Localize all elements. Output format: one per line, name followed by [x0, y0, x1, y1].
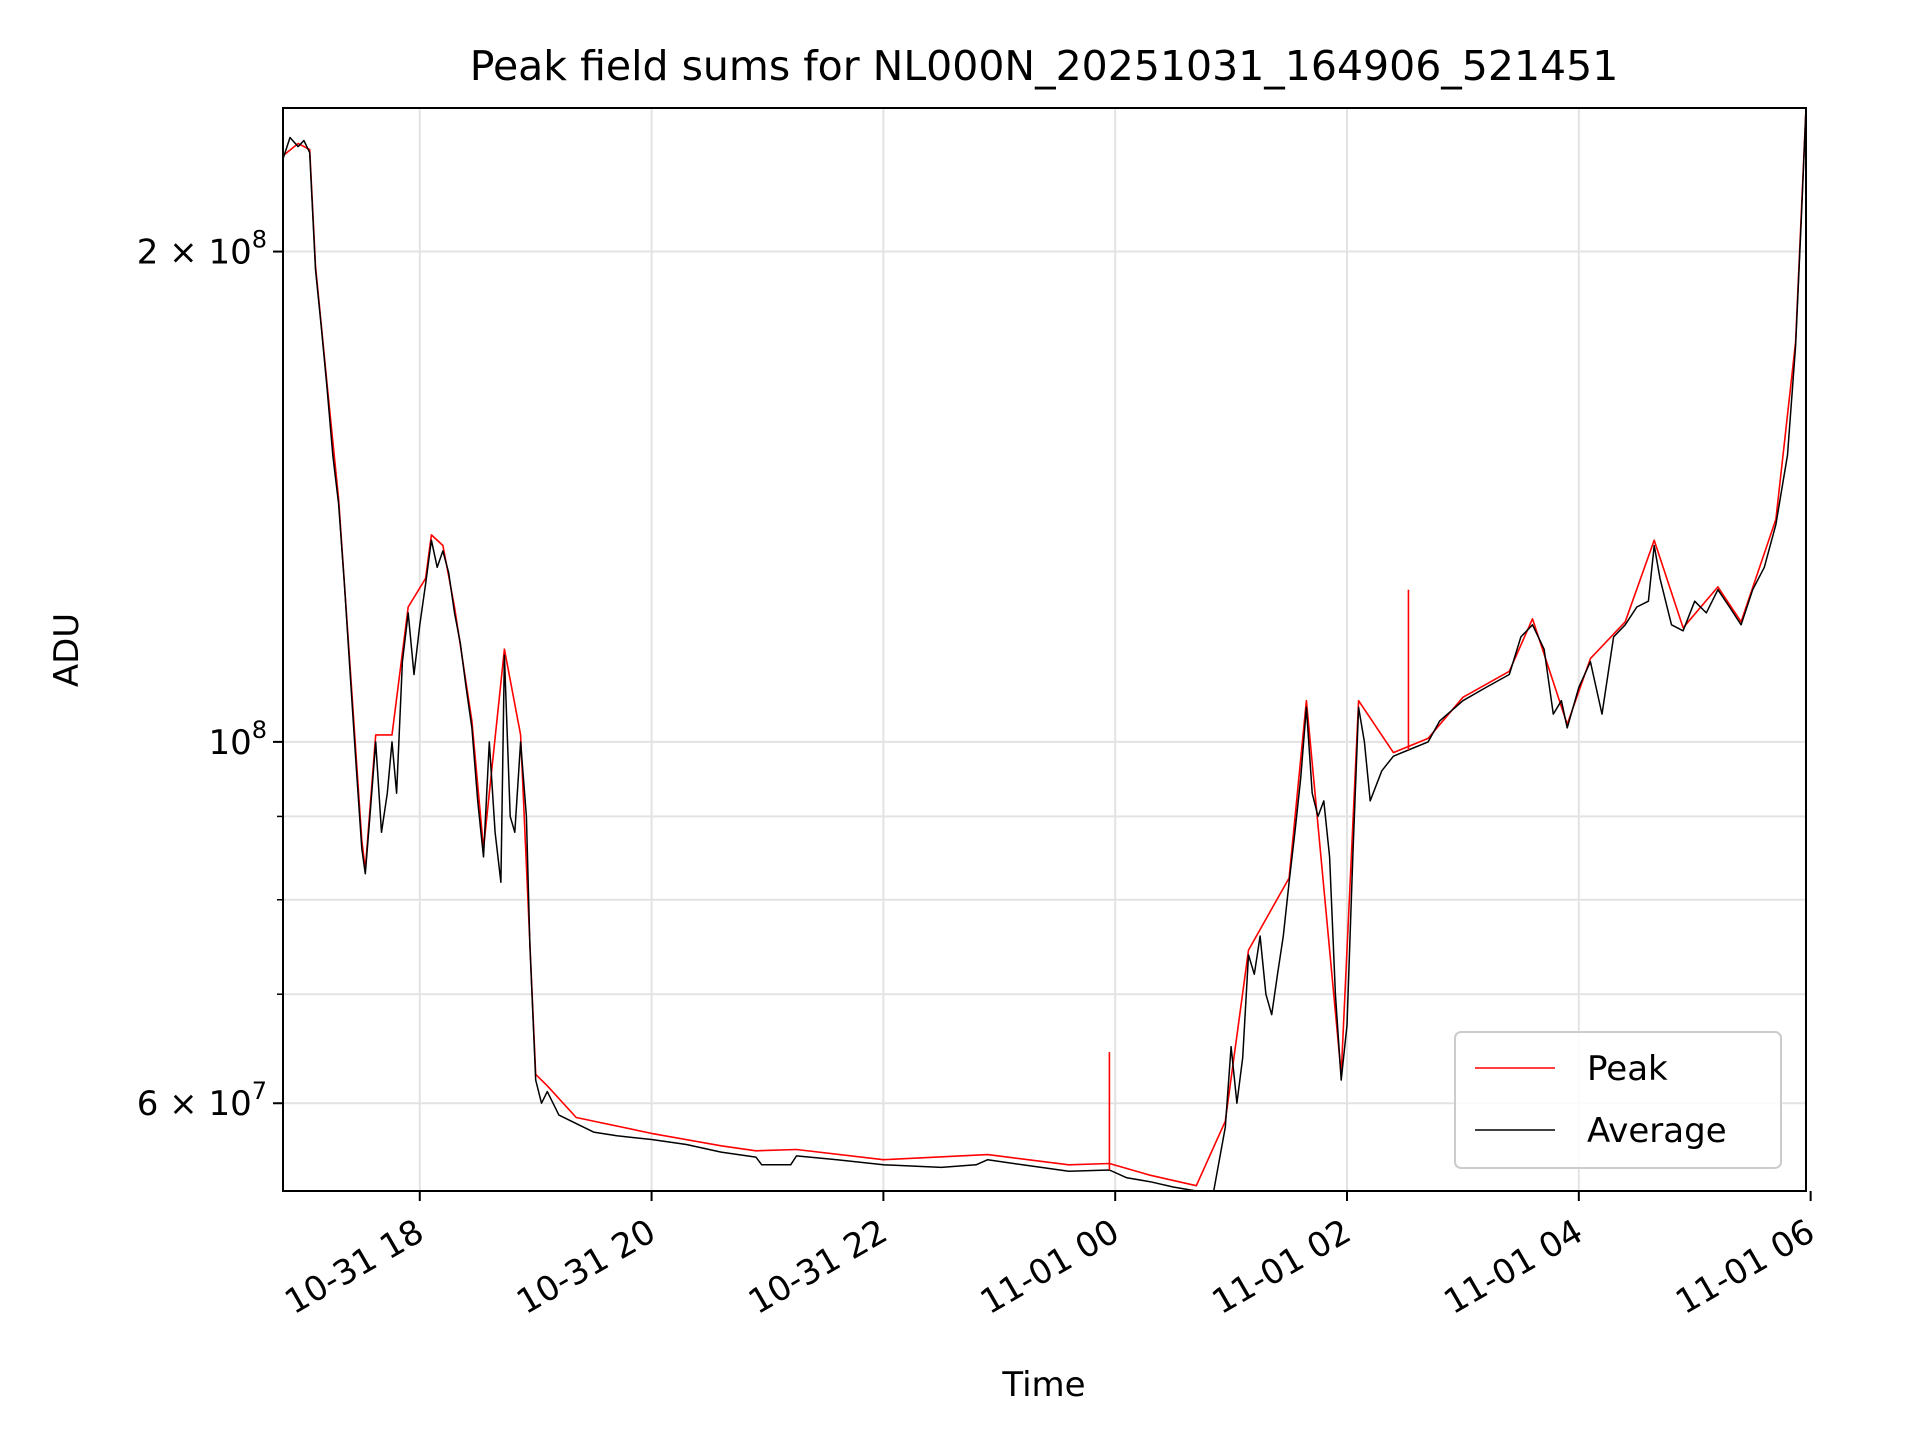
- y-axis-label: ADU: [47, 613, 87, 687]
- x-tick-label: 10-31 18: [278, 1212, 430, 1323]
- x-tick-label: 10-31 20: [510, 1212, 662, 1323]
- x-axis: 10-31 18 10-31 20 10-31 22 11-01 00 11-01 02…: [278, 1191, 1822, 1323]
- chart-title: Peak field sums for NL000N_20251031_1649…: [470, 42, 1619, 90]
- x-tick-label: 11-01 04: [1437, 1212, 1589, 1323]
- y-tick-label: 108: [208, 716, 267, 763]
- x-tick-label: 11-01 02: [1206, 1212, 1358, 1323]
- y-tick-label-base: 6 × 10: [137, 1084, 252, 1124]
- legend-box: [1454, 1031, 1782, 1169]
- y-tick-label-base: 2 × 10: [137, 233, 252, 273]
- plot-frame: [282, 107, 1807, 1192]
- x-axis-label: Time: [1001, 1365, 1085, 1405]
- y-tick-label-exponent: 8: [252, 226, 267, 254]
- x-tick-label: 11-01 00: [974, 1212, 1126, 1323]
- y-tick-label: 2 × 108: [137, 226, 267, 273]
- y-tick-label-base: 10: [208, 723, 251, 763]
- y-tick-label: 6 × 107: [137, 1077, 267, 1124]
- peak-series-line: [283, 108, 1806, 1187]
- y-tick-label-exponent: 7: [252, 1077, 267, 1105]
- grid-lines: [283, 108, 1806, 1191]
- legend-label-average: Average: [1587, 1111, 1727, 1151]
- x-tick-label: 11-01 06: [1669, 1212, 1821, 1323]
- y-tick-label-exponent: 8: [252, 716, 267, 744]
- average-series-line: [283, 108, 1806, 1191]
- legend: Peak Average: [1454, 1031, 1782, 1169]
- x-tick-label: 10-31 22: [742, 1212, 894, 1323]
- series-layer: [283, 108, 1806, 1191]
- legend-label-peak: Peak: [1587, 1049, 1668, 1089]
